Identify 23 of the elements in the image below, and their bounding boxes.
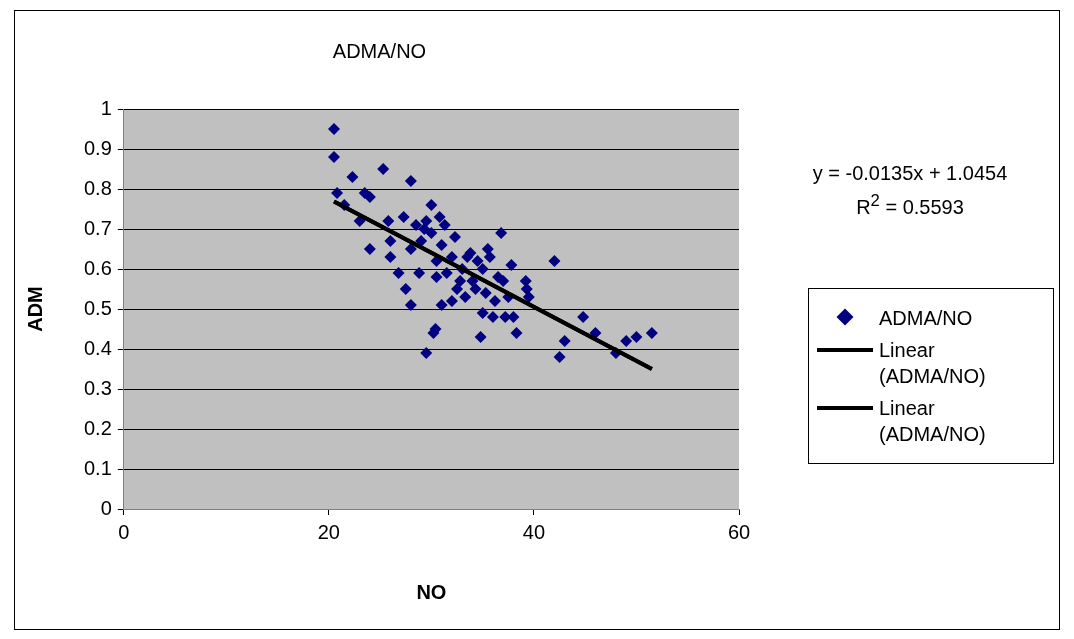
y-tick-label: 0.6 xyxy=(83,256,112,279)
x-tick-label: 0 xyxy=(118,520,130,543)
legend-label: Linear (ADMA/NO) xyxy=(879,396,987,447)
x-tick-label: 40 xyxy=(522,520,546,543)
legend-label: ADMA/NO xyxy=(879,306,973,331)
x-axis-title: NO xyxy=(416,580,447,603)
y-tick-label: 0.3 xyxy=(83,376,112,399)
x-tick-label: 60 xyxy=(727,520,751,543)
y-tick-label: 0.9 xyxy=(83,136,112,159)
legend-label: Linear (ADMA/NO) xyxy=(879,338,987,389)
y-tick-label: 0.4 xyxy=(83,336,112,359)
y-tick-label: 0.2 xyxy=(83,416,112,439)
y-tick-label: 0.1 xyxy=(83,456,112,479)
y-tick-label: 0.7 xyxy=(83,216,112,239)
y-tick-label: 0.5 xyxy=(83,296,112,319)
text: R$^{2}$ = 0.5593 xyxy=(855,190,965,220)
text: y = -0.0135x + 1.0454 xyxy=(811,161,1009,186)
chart-title: ADMA/NO xyxy=(332,39,427,62)
x-tick-label: 20 xyxy=(317,520,340,543)
y-axis-title: ADM xyxy=(23,286,46,332)
y-tick-label: 0.8 xyxy=(83,176,112,199)
y-tick-label: 1 xyxy=(100,96,112,119)
y-tick-label: 0 xyxy=(100,496,112,519)
